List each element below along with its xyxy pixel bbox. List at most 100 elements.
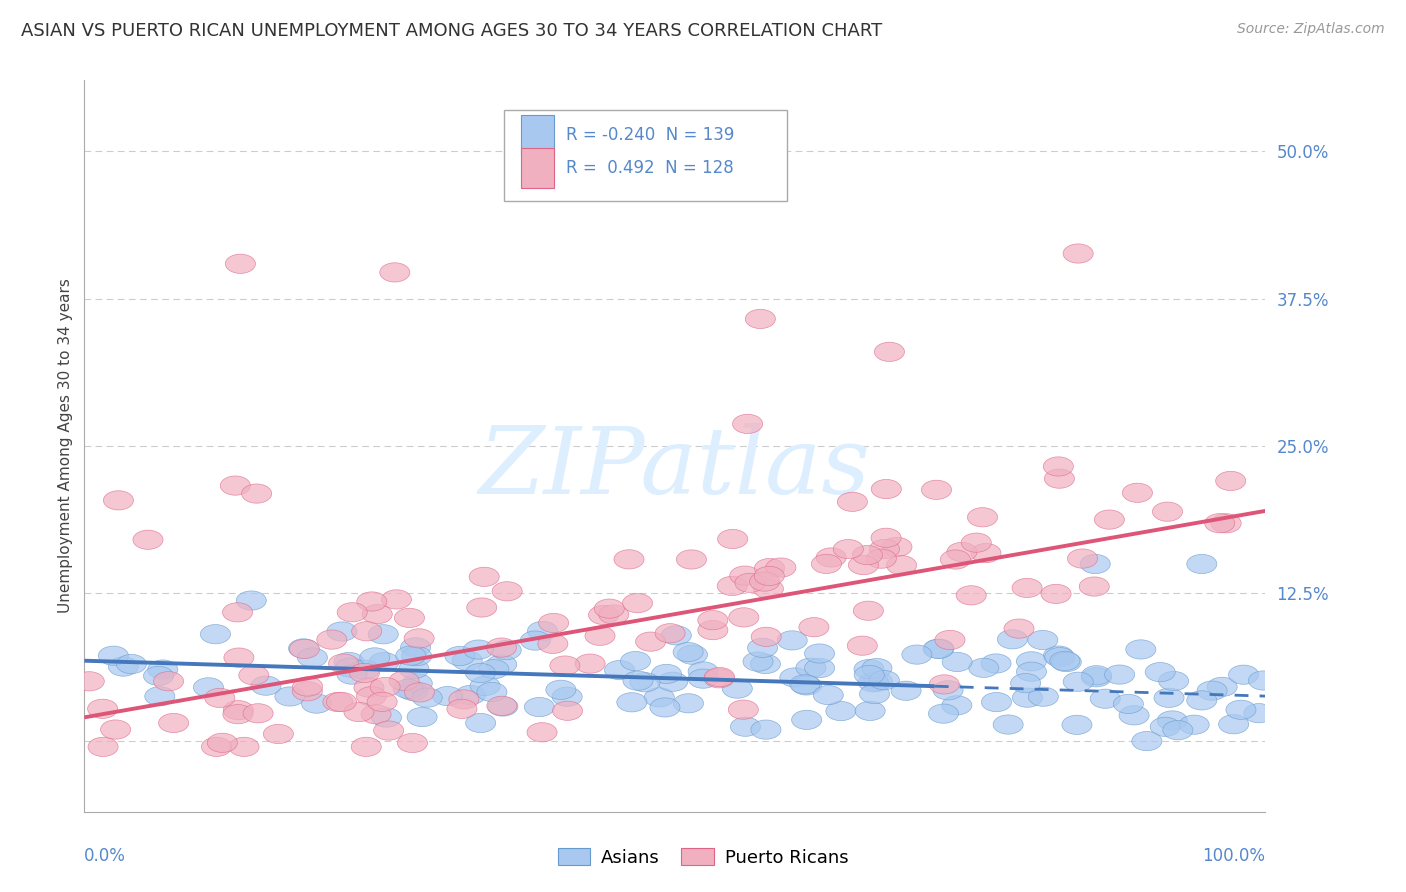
- Ellipse shape: [872, 479, 901, 499]
- Ellipse shape: [402, 647, 432, 665]
- Point: [754, 657, 776, 671]
- Point: [373, 655, 395, 669]
- Point: [858, 668, 880, 682]
- Point: [136, 533, 159, 547]
- Ellipse shape: [201, 624, 231, 644]
- Ellipse shape: [470, 676, 501, 696]
- Point: [1167, 723, 1189, 738]
- Ellipse shape: [735, 574, 765, 592]
- Ellipse shape: [148, 660, 177, 679]
- Point: [890, 558, 912, 573]
- Point: [1208, 516, 1230, 531]
- Ellipse shape: [352, 622, 382, 640]
- Ellipse shape: [792, 676, 821, 695]
- Point: [1047, 472, 1070, 486]
- Point: [226, 605, 249, 619]
- Point: [817, 688, 839, 702]
- Point: [482, 662, 505, 676]
- Ellipse shape: [486, 696, 517, 715]
- Point: [1008, 622, 1031, 636]
- Point: [733, 610, 755, 624]
- Ellipse shape: [153, 672, 184, 690]
- Ellipse shape: [108, 657, 138, 676]
- Text: ASIAN VS PUERTO RICAN UNEMPLOYMENT AMONG AGES 30 TO 34 YEARS CORRELATION CHART: ASIAN VS PUERTO RICAN UNEMPLOYMENT AMONG…: [21, 22, 883, 40]
- Ellipse shape: [838, 492, 868, 511]
- Point: [936, 683, 959, 698]
- Point: [648, 690, 671, 705]
- Point: [77, 674, 100, 689]
- Point: [453, 692, 475, 706]
- Ellipse shape: [575, 654, 605, 673]
- Point: [330, 695, 353, 709]
- Point: [366, 607, 388, 622]
- Ellipse shape: [780, 668, 810, 687]
- Ellipse shape: [834, 540, 863, 558]
- Point: [1108, 667, 1130, 681]
- Ellipse shape: [98, 646, 128, 665]
- Point: [531, 725, 554, 739]
- Point: [659, 626, 682, 640]
- Point: [997, 717, 1019, 731]
- Point: [1017, 690, 1039, 705]
- Point: [837, 542, 859, 557]
- Ellipse shape: [201, 737, 232, 756]
- Ellipse shape: [1062, 715, 1092, 734]
- Ellipse shape: [658, 673, 688, 691]
- Ellipse shape: [928, 704, 959, 723]
- Ellipse shape: [730, 717, 761, 736]
- Point: [374, 680, 396, 694]
- Point: [627, 673, 650, 688]
- Ellipse shape: [742, 652, 773, 671]
- Point: [342, 605, 364, 619]
- Ellipse shape: [89, 737, 118, 756]
- Ellipse shape: [370, 677, 401, 697]
- Text: 0.0%: 0.0%: [84, 847, 127, 865]
- Point: [758, 569, 780, 583]
- Ellipse shape: [853, 659, 884, 679]
- Point: [592, 607, 614, 622]
- Point: [1123, 708, 1146, 723]
- Point: [107, 493, 129, 508]
- Point: [858, 662, 880, 676]
- Point: [120, 657, 142, 671]
- Point: [841, 495, 863, 509]
- Ellipse shape: [449, 690, 479, 709]
- Point: [529, 700, 551, 714]
- Ellipse shape: [1244, 704, 1274, 723]
- Ellipse shape: [444, 647, 475, 665]
- Ellipse shape: [1063, 244, 1094, 263]
- Ellipse shape: [398, 681, 429, 700]
- Ellipse shape: [869, 671, 900, 690]
- Ellipse shape: [862, 672, 893, 691]
- Ellipse shape: [623, 593, 652, 613]
- Ellipse shape: [145, 687, 174, 706]
- Point: [856, 548, 879, 562]
- Point: [471, 600, 494, 615]
- Ellipse shape: [981, 654, 1011, 673]
- Ellipse shape: [882, 537, 912, 557]
- Text: 100.0%: 100.0%: [1202, 847, 1265, 865]
- Point: [609, 663, 631, 677]
- Point: [721, 532, 744, 546]
- Ellipse shape: [412, 688, 443, 707]
- Point: [934, 677, 956, 691]
- Ellipse shape: [538, 634, 568, 654]
- Ellipse shape: [492, 582, 522, 601]
- Point: [965, 535, 987, 549]
- Point: [496, 584, 519, 599]
- Ellipse shape: [335, 652, 364, 672]
- Ellipse shape: [1081, 668, 1111, 687]
- Point: [104, 723, 127, 737]
- Ellipse shape: [1067, 549, 1098, 568]
- Point: [769, 560, 792, 574]
- Ellipse shape: [104, 491, 134, 510]
- Point: [1021, 665, 1043, 679]
- Ellipse shape: [934, 681, 963, 700]
- Point: [1191, 557, 1213, 571]
- Ellipse shape: [465, 714, 496, 732]
- Point: [946, 698, 969, 713]
- Point: [1163, 673, 1185, 688]
- Point: [870, 551, 893, 566]
- Point: [800, 661, 823, 675]
- Point: [402, 684, 425, 698]
